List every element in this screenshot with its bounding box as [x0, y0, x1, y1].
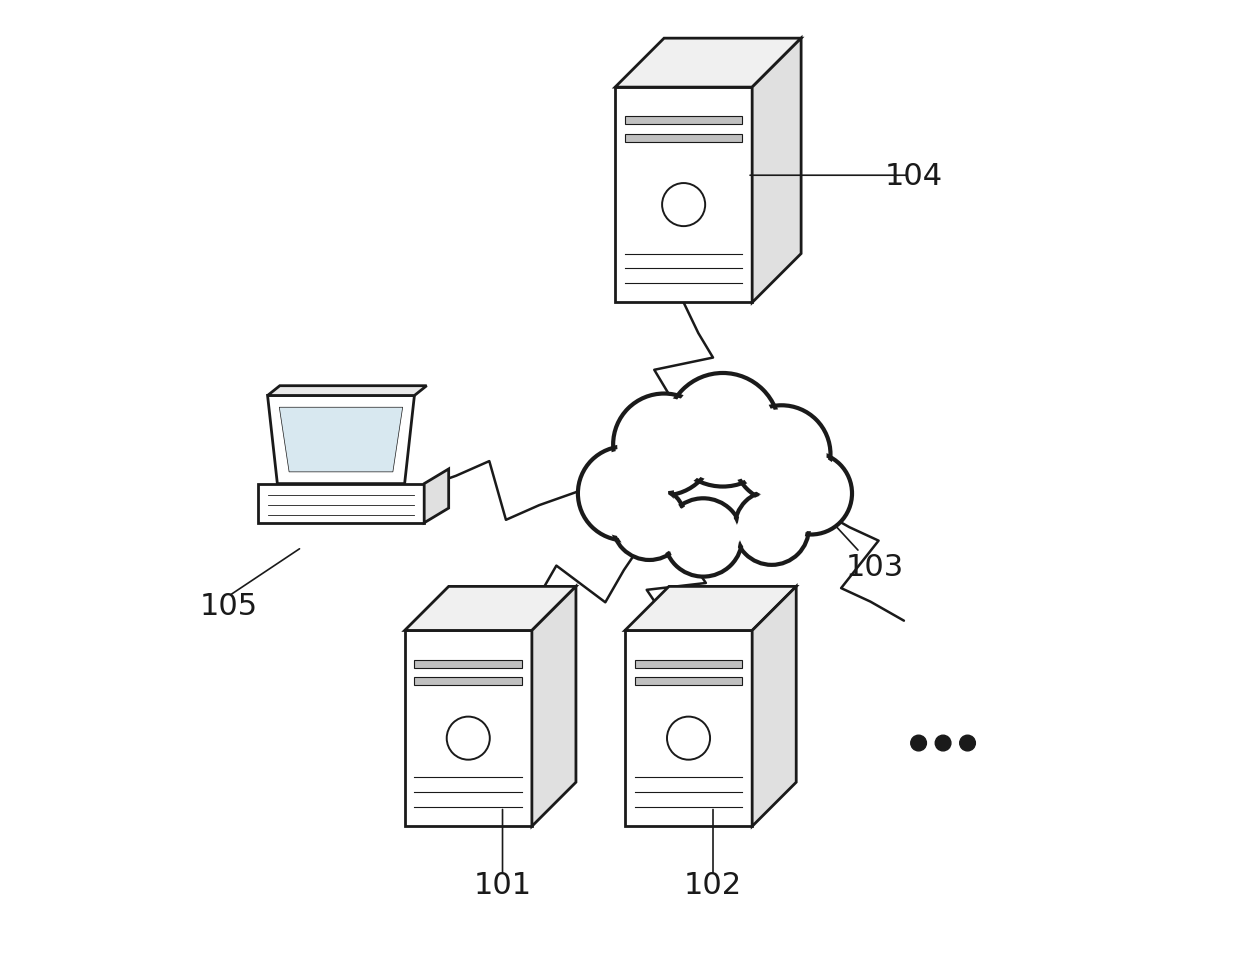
- Circle shape: [666, 374, 780, 487]
- Circle shape: [734, 491, 808, 565]
- Circle shape: [662, 184, 706, 227]
- Circle shape: [733, 406, 831, 504]
- Circle shape: [582, 451, 668, 537]
- Text: 103: 103: [846, 553, 904, 582]
- Polygon shape: [414, 660, 522, 668]
- Polygon shape: [753, 39, 801, 303]
- Polygon shape: [258, 484, 424, 523]
- Circle shape: [667, 717, 711, 760]
- Text: 101: 101: [474, 870, 532, 900]
- Circle shape: [665, 499, 743, 577]
- Circle shape: [773, 456, 848, 532]
- Circle shape: [578, 447, 672, 541]
- Polygon shape: [635, 678, 743, 686]
- Polygon shape: [635, 660, 743, 668]
- Circle shape: [618, 398, 711, 492]
- Circle shape: [910, 735, 926, 751]
- Circle shape: [960, 735, 976, 751]
- Circle shape: [738, 494, 806, 562]
- Circle shape: [770, 453, 852, 535]
- Polygon shape: [625, 135, 743, 143]
- Text: 104: 104: [884, 161, 942, 191]
- Polygon shape: [268, 396, 414, 484]
- Circle shape: [671, 378, 775, 482]
- Circle shape: [613, 394, 715, 496]
- Polygon shape: [279, 408, 403, 472]
- Polygon shape: [424, 469, 449, 523]
- Circle shape: [667, 502, 739, 574]
- Polygon shape: [625, 587, 796, 631]
- Text: 105: 105: [200, 592, 258, 621]
- Circle shape: [446, 717, 490, 760]
- Circle shape: [737, 410, 827, 500]
- Polygon shape: [625, 631, 753, 826]
- Circle shape: [613, 486, 687, 560]
- Polygon shape: [404, 631, 532, 826]
- Polygon shape: [532, 587, 575, 826]
- Polygon shape: [268, 386, 427, 396]
- Polygon shape: [414, 678, 522, 686]
- Polygon shape: [753, 587, 796, 826]
- Polygon shape: [404, 587, 575, 631]
- Polygon shape: [615, 88, 753, 303]
- Polygon shape: [625, 117, 743, 125]
- Circle shape: [935, 735, 951, 751]
- Polygon shape: [615, 39, 801, 88]
- Circle shape: [615, 489, 683, 557]
- Text: 102: 102: [684, 870, 742, 900]
